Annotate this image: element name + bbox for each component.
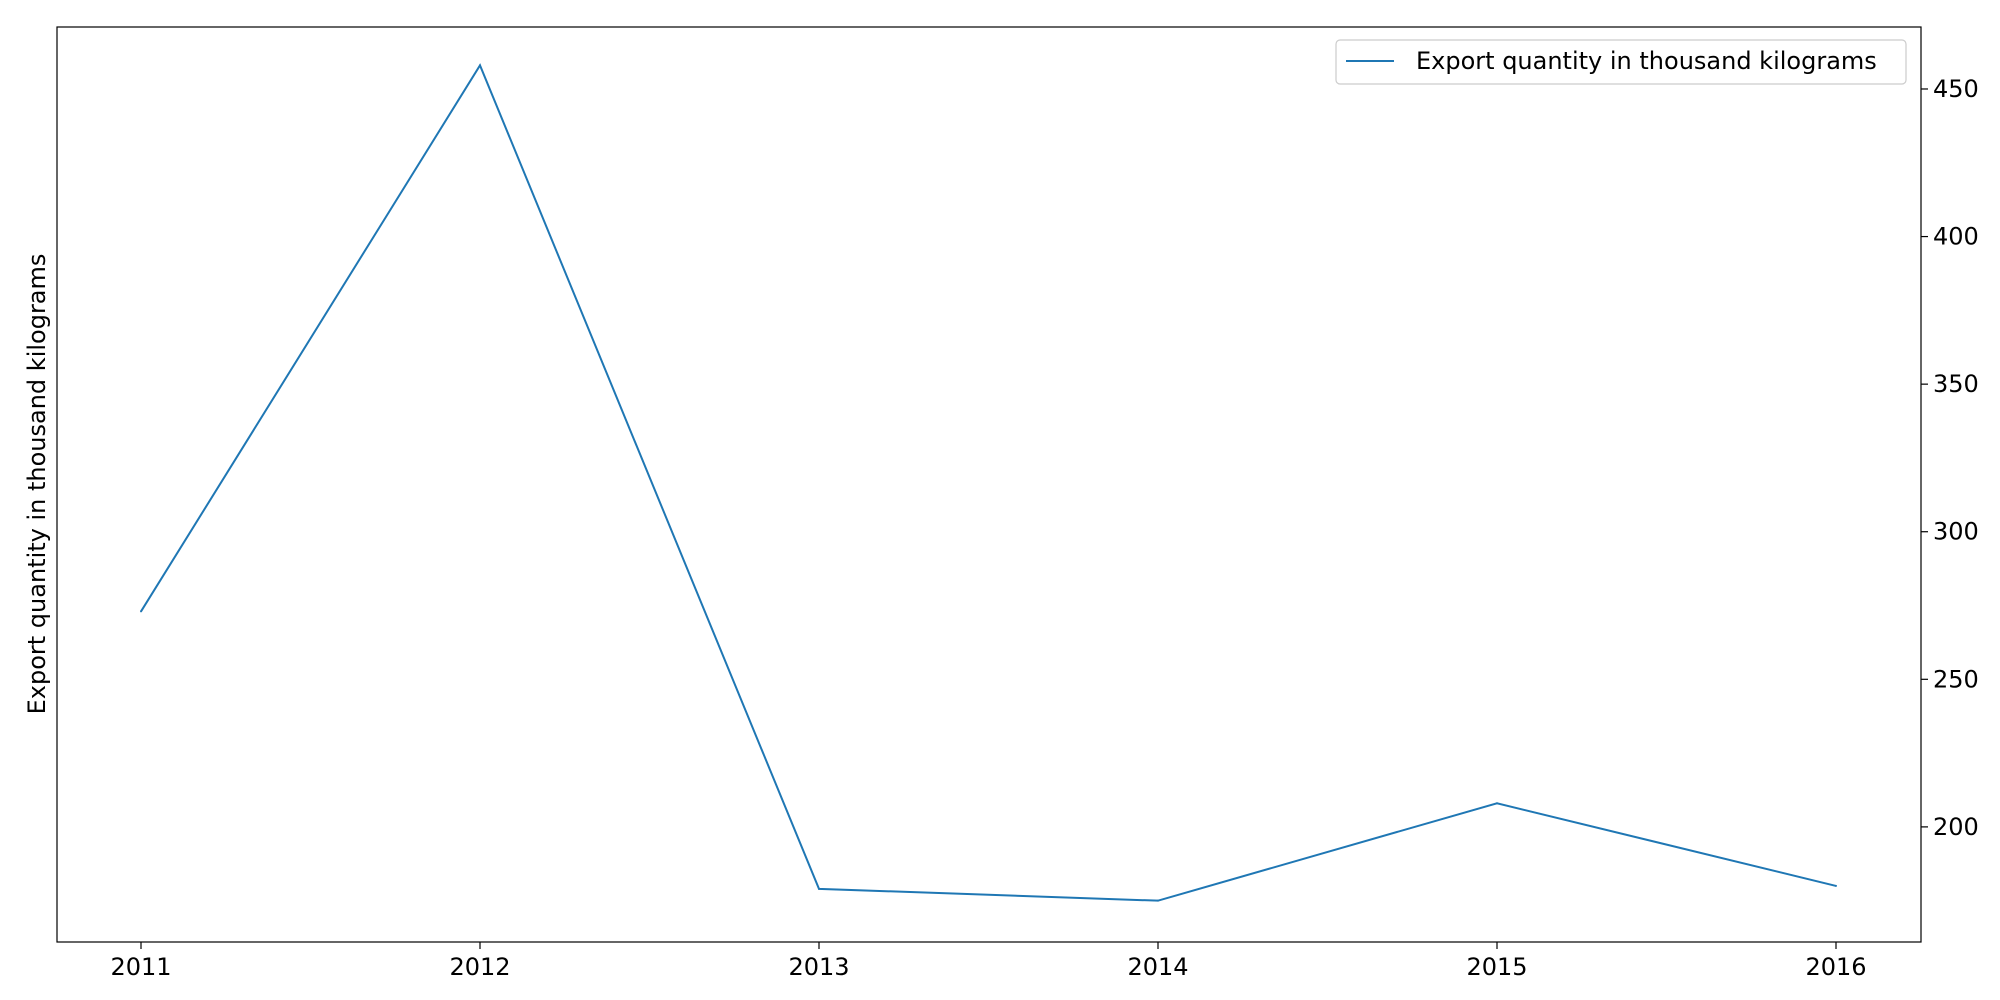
data-point <box>1496 802 1498 805</box>
x-tick-label: 2014 <box>1127 953 1188 981</box>
data-point <box>140 610 142 613</box>
y-tick-label: 450 <box>1933 75 1979 103</box>
series-layer <box>140 63 1837 902</box>
series-line <box>140 63 1837 902</box>
y-tick-label: 300 <box>1933 518 1979 546</box>
data-point <box>818 887 820 890</box>
x-axis: 2011 2012 2013 2014 2015 2016 <box>110 942 1867 981</box>
data-point <box>479 64 481 67</box>
y-tick-label: 350 <box>1933 370 1979 398</box>
x-tick-label: 2016 <box>1805 953 1866 981</box>
x-tick-label: 2011 <box>110 953 171 981</box>
legend-box <box>1335 39 1907 85</box>
x-tick-label: 2012 <box>449 953 510 981</box>
legend-label: Export quantity in thousand kilograms <box>1416 47 1877 75</box>
y-tick-label: 400 <box>1933 223 1979 251</box>
plot-area <box>56 26 1922 943</box>
y-tick-label: 250 <box>1933 665 1979 693</box>
x-tick-label: 2013 <box>788 953 849 981</box>
x-tick-label: 2015 <box>1466 953 1527 981</box>
legend: Export quantity in thousand kilograms <box>1335 39 1907 85</box>
y-axis-right: 200 250 300 350 400 450 <box>1921 75 1979 841</box>
data-point <box>1157 899 1159 902</box>
data-point <box>1835 884 1837 887</box>
y-axis-title: Export quantity in thousand kilograms <box>23 254 51 715</box>
y-tick-label: 200 <box>1933 813 1979 841</box>
